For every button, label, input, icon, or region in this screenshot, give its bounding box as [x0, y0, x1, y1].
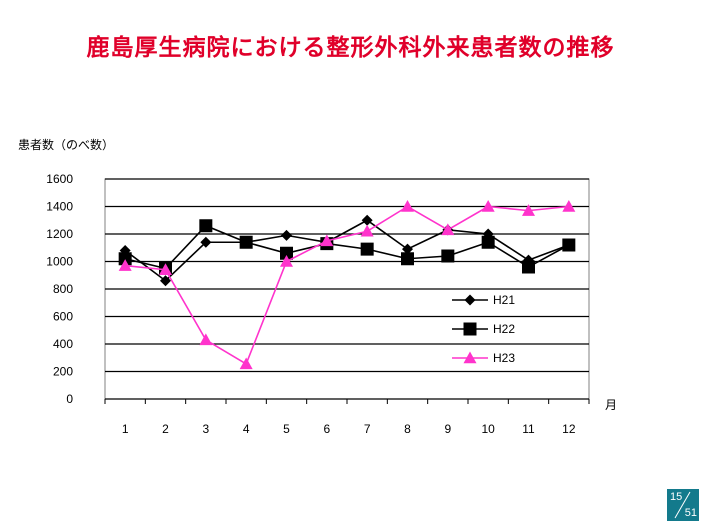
- x-tick-label: 11: [522, 422, 535, 436]
- data-point-H21: [200, 236, 212, 248]
- data-point-H22: [280, 246, 293, 260]
- y-tick-label: 1400: [46, 200, 73, 214]
- data-point-H22: [441, 249, 455, 263]
- x-tick-label: 9: [444, 422, 451, 436]
- y-tick-label: 600: [53, 310, 73, 324]
- y-tick-label: 1200: [46, 227, 73, 241]
- data-point-H22: [360, 242, 374, 256]
- slide-title: 鹿島厚生病院における整形外科外来患者数の推移: [86, 35, 615, 61]
- x-tick-label: 1: [122, 422, 129, 436]
- series-line-H21: [124, 219, 570, 282]
- legend-label-H23: H23: [493, 351, 515, 365]
- data-point-H23: [199, 333, 213, 346]
- x-tick-label: 2: [162, 422, 169, 436]
- data-point-H22: [522, 260, 535, 274]
- data-point-H22: [401, 252, 414, 266]
- series-line-H23: [125, 205, 569, 366]
- legend-marker-H21: [464, 294, 476, 306]
- x-tick-label: 4: [243, 422, 250, 436]
- data-point-H21: [160, 275, 171, 287]
- data-point-H22: [562, 238, 576, 252]
- data-point-H23: [360, 224, 374, 237]
- x-tick-label: 7: [364, 422, 371, 436]
- page-number-current: 15: [670, 491, 683, 503]
- x-tick-label: 12: [562, 422, 576, 436]
- legend-label-H21: H21: [493, 293, 515, 307]
- data-point-H23: [522, 204, 535, 216]
- data-point-H21: [402, 243, 413, 255]
- page-number-total: 51: [684, 507, 697, 519]
- data-point-H21: [361, 214, 373, 226]
- y-tick-label: 800: [53, 282, 73, 296]
- legend-label-H22: H22: [493, 322, 515, 336]
- data-point-H23: [159, 263, 172, 275]
- legend-marker-H22: [463, 322, 477, 336]
- legend-marker-H23: [463, 351, 477, 364]
- y-tick-label: 400: [53, 337, 73, 351]
- y-axis-label: 患者数（のべ数）: [18, 138, 115, 152]
- data-point-H23: [401, 200, 414, 212]
- y-tick-label: 0: [66, 392, 73, 406]
- data-point-H21: [281, 229, 292, 241]
- y-tick-label: 1600: [46, 172, 73, 186]
- y-tick-label: 200: [53, 365, 73, 379]
- data-point-H22: [118, 252, 132, 266]
- data-point-H23: [441, 223, 455, 236]
- data-point-H23: [239, 357, 253, 370]
- x-axis-label: 月: [605, 398, 617, 412]
- data-point-H22: [481, 235, 495, 249]
- data-point-H23: [320, 234, 334, 247]
- data-point-H23: [562, 200, 576, 212]
- x-tick-label: 6: [323, 422, 330, 436]
- x-tick-label: 8: [404, 422, 411, 436]
- x-tick-label: 5: [283, 422, 290, 436]
- x-tick-label: 3: [202, 422, 209, 436]
- page-number-badge: 15 51: [667, 489, 699, 521]
- series-line-H22: [124, 224, 570, 270]
- data-point-H22: [199, 219, 213, 233]
- data-point-H23: [481, 200, 495, 212]
- data-point-H23: [118, 259, 132, 271]
- x-tick-label: 10: [481, 422, 495, 436]
- data-point-H22: [239, 235, 253, 249]
- y-tick-label: 1000: [46, 255, 73, 269]
- data-point-H23: [280, 255, 293, 267]
